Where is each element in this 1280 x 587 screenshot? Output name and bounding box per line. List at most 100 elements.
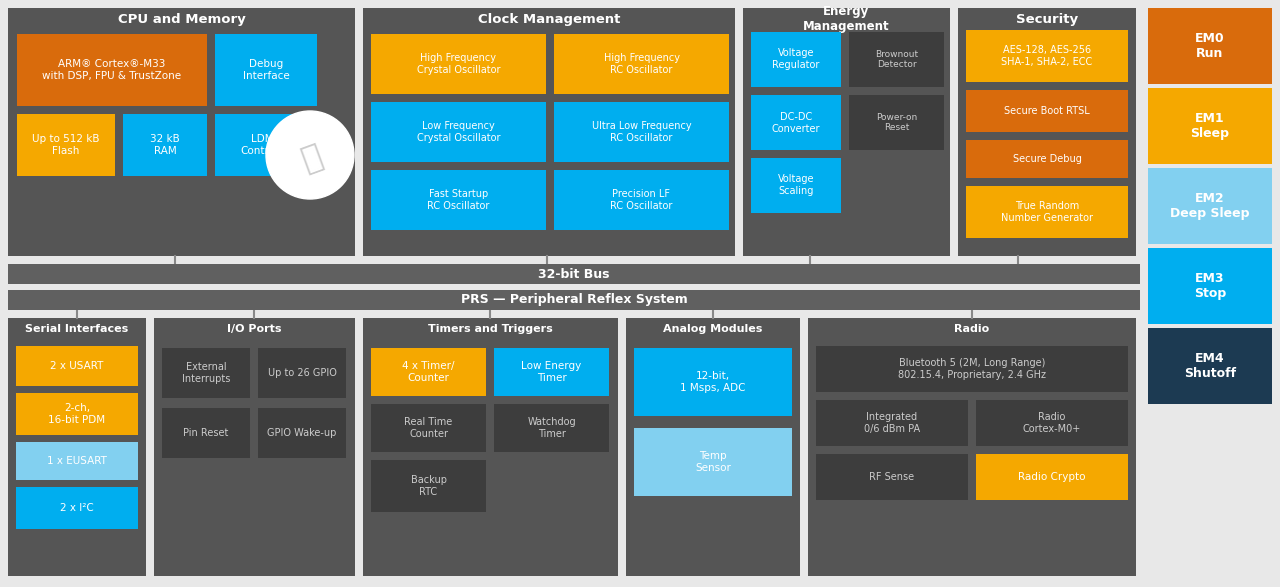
FancyBboxPatch shape <box>259 348 346 398</box>
FancyBboxPatch shape <box>215 34 317 106</box>
Text: Debug
Interface: Debug Interface <box>243 59 289 81</box>
Text: Up to 26 GPIO: Up to 26 GPIO <box>268 368 337 378</box>
Text: Voltage
Regulator: Voltage Regulator <box>772 49 819 70</box>
FancyBboxPatch shape <box>626 318 800 576</box>
Text: External
Interrupts: External Interrupts <box>182 362 230 384</box>
FancyBboxPatch shape <box>259 408 346 458</box>
Text: Secure Boot RTSL: Secure Boot RTSL <box>1004 106 1089 116</box>
FancyBboxPatch shape <box>215 114 317 176</box>
FancyBboxPatch shape <box>977 454 1128 500</box>
Text: Power-on
Reset: Power-on Reset <box>876 113 918 133</box>
Text: Radio
Cortex-M0+: Radio Cortex-M0+ <box>1023 412 1082 434</box>
Text: EM4
Shutoff: EM4 Shutoff <box>1184 352 1236 380</box>
Text: Pin Reset: Pin Reset <box>183 428 229 438</box>
Text: Real Time
Counter: Real Time Counter <box>404 417 453 439</box>
Text: AES-128, AES-256
SHA-1, SHA-2, ECC: AES-128, AES-256 SHA-1, SHA-2, ECC <box>1001 45 1093 67</box>
FancyBboxPatch shape <box>15 487 138 529</box>
FancyBboxPatch shape <box>1148 88 1272 164</box>
Text: Radio Crypto: Radio Crypto <box>1019 472 1085 482</box>
FancyBboxPatch shape <box>123 114 207 176</box>
Text: Serial Interfaces: Serial Interfaces <box>26 324 128 334</box>
FancyBboxPatch shape <box>494 348 609 396</box>
Text: Fast Startup
RC Oscillator: Fast Startup RC Oscillator <box>428 189 490 211</box>
FancyBboxPatch shape <box>966 140 1128 178</box>
FancyBboxPatch shape <box>15 346 138 386</box>
Text: Low Frequency
Crystal Oscillator: Low Frequency Crystal Oscillator <box>417 121 500 143</box>
Text: GPIO Wake-up: GPIO Wake-up <box>268 428 337 438</box>
FancyBboxPatch shape <box>17 34 207 106</box>
Text: EM1
Sleep: EM1 Sleep <box>1190 112 1230 140</box>
FancyBboxPatch shape <box>154 318 355 576</box>
FancyBboxPatch shape <box>8 290 1140 310</box>
FancyBboxPatch shape <box>751 95 841 150</box>
FancyBboxPatch shape <box>966 186 1128 238</box>
FancyBboxPatch shape <box>742 8 950 256</box>
Text: Up to 512 kB
Flash: Up to 512 kB Flash <box>32 134 100 156</box>
Text: True Random
Number Generator: True Random Number Generator <box>1001 201 1093 223</box>
FancyBboxPatch shape <box>1148 248 1272 324</box>
FancyBboxPatch shape <box>849 32 945 87</box>
Text: EM0
Run: EM0 Run <box>1196 32 1225 60</box>
Text: Secure Debug: Secure Debug <box>1012 154 1082 164</box>
Text: Clock Management: Clock Management <box>477 12 621 25</box>
Text: CPU and Memory: CPU and Memory <box>118 12 246 25</box>
Text: Brownout
Detector: Brownout Detector <box>876 50 918 69</box>
FancyBboxPatch shape <box>634 428 792 496</box>
FancyBboxPatch shape <box>15 442 138 480</box>
Text: Analog Modules: Analog Modules <box>663 324 763 334</box>
FancyBboxPatch shape <box>957 8 1137 256</box>
Text: I/O Ports: I/O Ports <box>228 324 282 334</box>
Text: High Frequency
RC Oscillator: High Frequency RC Oscillator <box>603 53 680 75</box>
Text: 12-bit,
1 Msps, ADC: 12-bit, 1 Msps, ADC <box>680 371 746 393</box>
Text: Radio: Radio <box>955 324 989 334</box>
FancyBboxPatch shape <box>8 318 146 576</box>
FancyBboxPatch shape <box>371 404 486 452</box>
Text: PRS — Peripheral Reflex System: PRS — Peripheral Reflex System <box>461 294 687 306</box>
FancyBboxPatch shape <box>371 348 486 396</box>
Text: ARM® Cortex®-M33
with DSP, FPU & TrustZone: ARM® Cortex®-M33 with DSP, FPU & TrustZo… <box>42 59 182 81</box>
Text: Low Energy
Timer: Low Energy Timer <box>521 361 581 383</box>
FancyBboxPatch shape <box>8 264 1140 284</box>
Text: 🦎: 🦎 <box>297 138 328 176</box>
FancyBboxPatch shape <box>751 32 841 87</box>
Text: 2 x I²C: 2 x I²C <box>60 503 93 513</box>
FancyBboxPatch shape <box>1148 8 1272 84</box>
FancyBboxPatch shape <box>364 8 735 256</box>
Text: Backup
RTC: Backup RTC <box>411 475 447 497</box>
FancyBboxPatch shape <box>977 400 1128 446</box>
Text: Energy
Management: Energy Management <box>803 5 890 33</box>
Text: Watchdog
Timer: Watchdog Timer <box>527 417 576 439</box>
Text: 32 kB
RAM: 32 kB RAM <box>150 134 180 156</box>
Circle shape <box>266 111 355 199</box>
FancyBboxPatch shape <box>364 318 618 576</box>
Text: 2 x USART: 2 x USART <box>50 361 104 371</box>
FancyBboxPatch shape <box>966 30 1128 82</box>
FancyBboxPatch shape <box>554 34 730 94</box>
Text: 4 x Timer/
Counter: 4 x Timer/ Counter <box>402 361 454 383</box>
Text: Ultra Low Frequency
RC Oscillator: Ultra Low Frequency RC Oscillator <box>591 121 691 143</box>
FancyBboxPatch shape <box>817 454 968 500</box>
Text: Temp
Sensor: Temp Sensor <box>695 451 731 473</box>
Text: EM2
Deep Sleep: EM2 Deep Sleep <box>1170 192 1249 220</box>
Text: Precision LF
RC Oscillator: Precision LF RC Oscillator <box>611 189 673 211</box>
FancyBboxPatch shape <box>17 114 115 176</box>
FancyBboxPatch shape <box>751 158 841 213</box>
FancyBboxPatch shape <box>817 346 1128 392</box>
Text: High Frequency
Crystal Oscillator: High Frequency Crystal Oscillator <box>417 53 500 75</box>
FancyBboxPatch shape <box>494 404 609 452</box>
FancyBboxPatch shape <box>808 318 1137 576</box>
Text: Security: Security <box>1016 12 1078 25</box>
Text: EM3
Stop: EM3 Stop <box>1194 272 1226 300</box>
FancyBboxPatch shape <box>371 34 547 94</box>
Text: Bluetooth 5 (2M, Long Range)
802.15.4, Proprietary, 2.4 GHz: Bluetooth 5 (2M, Long Range) 802.15.4, P… <box>899 358 1046 380</box>
Text: Timers and Triggers: Timers and Triggers <box>428 324 553 334</box>
Text: 2-ch,
16-bit PDM: 2-ch, 16-bit PDM <box>49 403 105 425</box>
FancyBboxPatch shape <box>554 170 730 230</box>
FancyBboxPatch shape <box>371 102 547 162</box>
FancyBboxPatch shape <box>1148 328 1272 404</box>
FancyBboxPatch shape <box>15 393 138 435</box>
FancyBboxPatch shape <box>966 90 1128 132</box>
FancyBboxPatch shape <box>634 348 792 416</box>
Text: RF Sense: RF Sense <box>869 472 915 482</box>
FancyBboxPatch shape <box>163 348 250 398</box>
